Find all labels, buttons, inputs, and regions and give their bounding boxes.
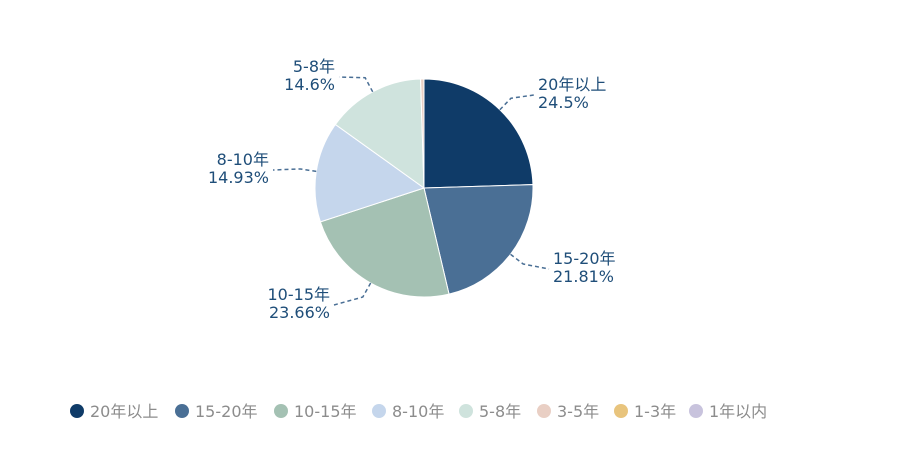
legend-label-1[interactable]: 15-20年 — [195, 402, 258, 421]
pie-slices — [314, 78, 534, 298]
legend-marker-2[interactable] — [274, 404, 288, 418]
legend-label-2[interactable]: 10-15年 — [294, 402, 357, 421]
pie-slice-5[interactable] — [420, 78, 425, 189]
legend-marker-1[interactable] — [175, 404, 189, 418]
slice-label-name-0: 20年以上 — [538, 75, 606, 94]
legend-marker-7[interactable] — [689, 404, 703, 418]
slice-label-name-2: 10-15年 — [268, 285, 331, 304]
leader-line-0 — [499, 94, 535, 111]
pie-slice-2[interactable] — [319, 187, 450, 298]
legend: 20年以上 15-20年 10-15年 8-10年 5-8年 3-5年 1-3年 1年以内 — [70, 402, 767, 421]
legend-label-5[interactable]: 3-5年 — [557, 402, 599, 421]
legend-marker-0[interactable] — [70, 404, 84, 418]
slice-label-percent-4: 14.6% — [284, 75, 335, 94]
legend-label-4[interactable]: 5-8年 — [479, 402, 521, 421]
legend-marker-5[interactable] — [537, 404, 551, 418]
slice-label-percent-0: 24.5% — [538, 93, 589, 112]
slice-labels: 20年以上24.5%15-20年21.81%10-15年23.66%8-10年1… — [208, 57, 616, 322]
slice-label-percent-1: 21.81% — [553, 267, 614, 286]
pie-slice-0[interactable] — [423, 78, 534, 189]
legend-label-3[interactable]: 8-10年 — [392, 402, 444, 421]
legend-label-6[interactable]: 1-3年 — [634, 402, 676, 421]
slice-label-name-3: 8-10年 — [217, 150, 269, 169]
legend-label-0[interactable]: 20年以上 — [90, 402, 158, 421]
slice-label-percent-3: 14.93% — [208, 168, 269, 187]
leader-line-4 — [338, 76, 374, 93]
slice-label-name-1: 15-20年 — [553, 249, 616, 268]
pie-slice-1[interactable] — [423, 184, 534, 295]
legend-marker-6[interactable] — [614, 404, 628, 418]
legend-marker-4[interactable] — [459, 404, 473, 418]
slice-label-name-4: 5-8年 — [293, 57, 335, 76]
legend-label-7[interactable]: 1年以内 — [709, 402, 767, 421]
legend-marker-3[interactable] — [372, 404, 386, 418]
leader-line-3 — [272, 168, 317, 173]
leader-line-1 — [510, 253, 550, 270]
leader-line-2 — [333, 282, 372, 306]
pie-slice-3[interactable] — [314, 123, 426, 223]
slice-label-percent-2: 23.66% — [269, 303, 330, 322]
